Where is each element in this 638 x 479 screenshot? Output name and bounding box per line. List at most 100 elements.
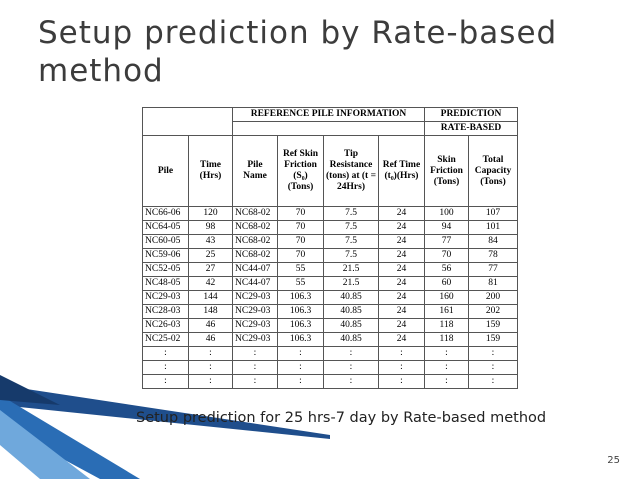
table-cell: : [142,360,189,375]
table-cell: 120 [188,206,233,221]
table-cell: 24 [378,220,425,235]
empty-cell [232,121,425,136]
table-cell: 94 [424,220,469,235]
table-cell: : [378,374,425,389]
table-cell: 70 [277,220,324,235]
table-cell: 24 [378,248,425,263]
table-cell: 106.3 [277,290,324,305]
table-cell: : [323,346,379,361]
table-cell: 98 [188,220,233,235]
table-row: NC52-05 27 NC44-07 55 21.5 24 56 77 [142,262,518,277]
table-cell: 77 [468,262,518,277]
table-cell: : [232,374,278,389]
table-cell: NC48-05 [142,276,189,291]
table-cell: 100 [424,206,469,221]
table-cell: 106.3 [277,332,324,347]
table-cell: : [424,374,469,389]
table-cell: 160 [424,290,469,305]
column-header: Ref Time (t₀)(Hrs) [378,135,425,207]
table-cell: 60 [424,276,469,291]
column-header: Total Capacity (Tons) [468,135,518,207]
table-cell: 24 [378,262,425,277]
table-cell: 7.5 [323,220,379,235]
table-cell: 148 [188,304,233,319]
table-cell: NC68-02 [232,220,278,235]
page-number: 25 [607,455,620,466]
table-cell: 43 [188,234,233,249]
header-row: REFERENCE PILE INFORMATION PREDICTION [142,107,518,136]
group-header: PREDICTION [424,107,518,122]
table-cell: : [142,346,189,361]
table-cell: : [142,374,189,389]
table-cell: : [188,374,233,389]
table-cell: 7.5 [323,206,379,221]
column-header: Pile [142,135,189,207]
table-row: NC26-03 46 NC29-03 106.3 40.85 24 118 159 [142,318,518,333]
table-cell: 21.5 [323,276,379,291]
table-cell: : [468,346,518,361]
table-cell: 159 [468,332,518,347]
table-cell: 70 [424,248,469,263]
table-cell: 21.5 [323,262,379,277]
table-cell: NC25-02 [142,332,189,347]
table-cell: NC68-02 [232,234,278,249]
table-row: :::::::: [142,360,518,375]
table-row: NC28-03 148 NC29-03 106.3 40.85 24 161 202 [142,304,518,319]
slide-title: Setup prediction by Rate-based method [38,15,558,89]
table-cell: 118 [424,318,469,333]
table-cell: : [378,360,425,375]
table-cell: : [468,374,518,389]
table-cell: : [468,360,518,375]
table-cell: : [424,346,469,361]
caption: Setup prediction for 25 hrs-7 day by Rat… [136,410,547,426]
table-cell: 144 [188,290,233,305]
table-cell: 70 [277,206,324,221]
table-cell: NC68-02 [232,248,278,263]
table-cell: : [232,346,278,361]
table-cell: 107 [468,206,518,221]
table-cell: 77 [424,234,469,249]
table-cell: 7.5 [323,248,379,263]
table-cell: 55 [277,276,324,291]
table-cell: 46 [188,318,233,333]
table-cell: 101 [468,220,518,235]
table-cell: 24 [378,332,425,347]
table-cell: NC28-03 [142,304,189,319]
table-row: NC48-05 42 NC44-07 55 21.5 24 60 81 [142,276,518,291]
table-cell: 159 [468,318,518,333]
table-cell: 200 [468,290,518,305]
table-cell: 40.85 [323,290,379,305]
table-cell: 40.85 [323,318,379,333]
table-cell: 56 [424,262,469,277]
table-cell: : [323,374,379,389]
table-cell: NC68-02 [232,206,278,221]
table-cell: NC52-05 [142,262,189,277]
swoosh [0,375,60,405]
data-table: REFERENCE PILE INFORMATION PREDICTION RATE… [142,107,518,389]
table-row: NC29-03 144 NC29-03 106.3 40.85 24 160 200 [142,290,518,305]
swoosh [0,395,140,479]
table-cell: 78 [468,248,518,263]
table-cell: NC44-07 [232,276,278,291]
table-cell: 106.3 [277,304,324,319]
table-cell: 27 [188,262,233,277]
table-cell: 24 [378,318,425,333]
table-row: NC25-02 46 NC29-03 106.3 40.85 24 118 159 [142,332,518,347]
table-cell: NC44-07 [232,262,278,277]
table-row: NC64-05 98 NC68-02 70 7.5 24 94 101 [142,220,518,235]
table-cell: NC29-03 [142,290,189,305]
table-row: :::::::: [142,346,518,361]
table-cell: NC66-06 [142,206,189,221]
table-cell: NC60-05 [142,234,189,249]
sub-header: RATE-BASED [424,121,518,136]
table-cell: NC29-03 [232,290,278,305]
table-row: NC66-06 120 NC68-02 70 7.5 24 100 107 [142,206,518,221]
table-cell: 42 [188,276,233,291]
table-cell: 7.5 [323,234,379,249]
table-cell: 84 [468,234,518,249]
table-cell: NC29-03 [232,304,278,319]
column-header: Pile Name [232,135,278,207]
table-cell: 24 [378,290,425,305]
table-cell: 202 [468,304,518,319]
